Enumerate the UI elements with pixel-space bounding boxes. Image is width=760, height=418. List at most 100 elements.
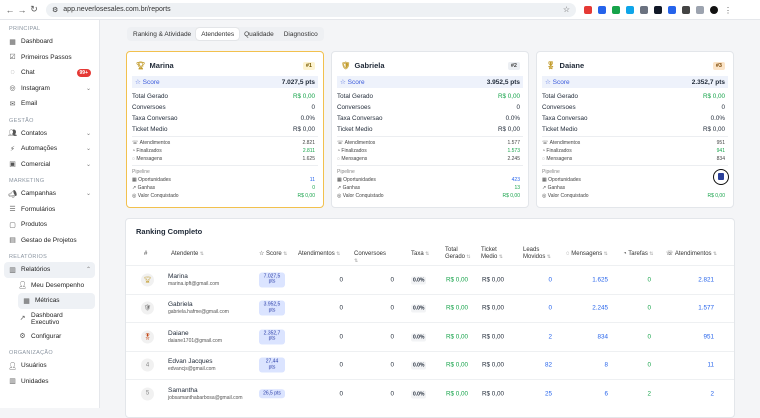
sort-icon[interactable]: ⇅ bbox=[647, 251, 654, 257]
sidebar-item-automacoes[interactable]: ⚡︎ Automações ⌄ bbox=[0, 141, 99, 157]
col-ticket-medio-header[interactable]: Ticket Medio ⇅ bbox=[481, 247, 511, 261]
sidebar-item-produtos[interactable]: ▢ Produtos bbox=[0, 217, 99, 233]
sidebar-item-primeiros-passos[interactable]: ☑ Primeiros Passos bbox=[0, 50, 99, 66]
cursor-indicator bbox=[713, 169, 729, 185]
extension-icon[interactable] bbox=[654, 5, 662, 14]
sidebar-subitem-metricas[interactable]: ▦ Métricas bbox=[18, 293, 95, 309]
col-taxa-header[interactable]: Taxa ⇅ bbox=[411, 251, 436, 258]
vc-label: Valor Conquistado bbox=[342, 193, 384, 199]
box-icon: ▢ bbox=[9, 221, 16, 229]
extension-icon[interactable] bbox=[668, 5, 676, 14]
col-score-header[interactable]: ☆ Score ⇅ bbox=[259, 251, 294, 258]
sidebar-item-gestao-projetos[interactable]: ▤ Gestao de Projetos bbox=[0, 233, 99, 249]
atendimentos-2-value: 2.821 bbox=[698, 276, 714, 283]
trophy-icon: 🏆︎ bbox=[141, 273, 154, 286]
table-row[interactable]: 4 Edvan Jacques edvancjs@gmail.com 27,44 … bbox=[126, 350, 734, 379]
col-leads-movidos-header[interactable]: Leads Movidos ⇅ bbox=[523, 247, 558, 261]
sort-icon[interactable]: ⇅ bbox=[198, 251, 204, 257]
column-icon: ☆ bbox=[259, 251, 267, 257]
sidebar-subitem-configurar[interactable]: ⚙ Configurar bbox=[0, 329, 99, 345]
message-icon: ◌ bbox=[132, 156, 137, 162]
sidebar-item-dashboard[interactable]: ▦ Dashboard bbox=[0, 34, 99, 50]
fin-label: Finalizados bbox=[136, 148, 162, 154]
tab-ranking-atividade[interactable]: Ranking & Atividade bbox=[133, 30, 192, 38]
leads-value: 2 bbox=[548, 333, 552, 340]
commercial-icon: ▣ bbox=[9, 161, 16, 169]
sidebar-item-usuarios[interactable]: 👤︎ Usuários bbox=[0, 358, 99, 374]
tab-atendentes[interactable]: Atendentes bbox=[196, 28, 240, 40]
bookmark-star-icon[interactable]: ☆ bbox=[562, 5, 570, 14]
sidebar-item-instagram[interactable]: ◎ Instagram ⌄ bbox=[0, 81, 99, 97]
sort-icon[interactable]: ⇅ bbox=[334, 251, 341, 257]
rank-badge: #2 bbox=[507, 61, 520, 70]
divider bbox=[542, 165, 728, 166]
total-value: R$ 0,00 bbox=[292, 93, 315, 100]
sort-icon[interactable]: ⇅ bbox=[545, 254, 551, 260]
table-row[interactable]: 5 Samantha jobsamanthabarbosa@gmail.com 2… bbox=[126, 379, 734, 407]
extension-icon[interactable] bbox=[640, 5, 648, 14]
taxa-value: 0.0% bbox=[411, 333, 427, 341]
sidebar-item-label: Formulários bbox=[21, 205, 56, 213]
sidebar-item-campanhas[interactable]: 📣︎ Campanhas ⌄ bbox=[0, 186, 99, 202]
col-atendimentos-header[interactable]: Atendimentos ⇅ bbox=[298, 251, 348, 258]
table-row[interactable]: 🏆︎ Marina marina.ipft@gmail.com 7.027,5 p… bbox=[126, 265, 734, 293]
headset-icon: ☏ bbox=[542, 140, 550, 146]
sidebar-item-relatorios[interactable]: ▥ Relatórios ⌃ bbox=[4, 262, 95, 278]
reload-icon[interactable]: ↻ bbox=[30, 4, 38, 14]
table-row[interactable]: 🎖︎ Daiane daiane1701@gmail.com 2.352,7 pt… bbox=[126, 322, 734, 350]
project-icon: ▤ bbox=[9, 237, 16, 245]
medal-icon: 🛡︎ bbox=[141, 301, 154, 315]
sidebar-item-chat[interactable]: ◌ Chat 99+ bbox=[0, 65, 99, 81]
sort-icon[interactable]: ⇅ bbox=[465, 254, 471, 260]
extension-icon[interactable] bbox=[584, 5, 592, 14]
sidebar-item-contatos[interactable]: 👥︎ Contatos ⌄ bbox=[0, 126, 99, 142]
sidebar-item-formularios[interactable]: ☰ Formulários bbox=[0, 202, 99, 218]
menu-dots-icon[interactable]: ⋮ bbox=[724, 5, 732, 15]
profile-avatar[interactable] bbox=[710, 5, 718, 14]
sidebar-item-label: Métricas bbox=[35, 297, 60, 305]
score-pill: 3.952,5 pts bbox=[259, 300, 285, 316]
leads-value: 82 bbox=[544, 361, 552, 369]
table-row[interactable]: 🛡︎ Gabriela gabriela.hafme@gmail.com 3.95… bbox=[126, 293, 734, 322]
col-rank-header[interactable]: # bbox=[144, 251, 154, 258]
sidebar-item-label: Chat bbox=[21, 69, 35, 77]
col-total-gerado-header[interactable]: Total Gerado ⇅ bbox=[445, 247, 475, 261]
col-mensagens-header[interactable]: ◌ Mensagens ⇅ bbox=[566, 251, 618, 258]
sort-icon[interactable]: ⇅ bbox=[602, 251, 608, 257]
sort-icon[interactable]: ⇅ bbox=[354, 258, 359, 264]
sort-icon[interactable]: ⇅ bbox=[711, 251, 718, 257]
sort-icon[interactable]: ⇅ bbox=[423, 251, 430, 257]
sidebar-subitem-meu-desempenho[interactable]: 👤︎ Meu Desempenho bbox=[0, 278, 99, 294]
tab-diagnostico[interactable]: Diagnostico bbox=[283, 30, 318, 38]
forward-icon[interactable]: → bbox=[17, 4, 27, 15]
col-conversoes-header[interactable]: Conversoes ⇅ bbox=[354, 251, 389, 265]
header-label: Total Gerado bbox=[445, 247, 466, 260]
site-info-icon[interactable]: ⚙ bbox=[52, 6, 59, 14]
vc-label: Valor Conquistado bbox=[137, 193, 179, 199]
op-value: 11 bbox=[309, 177, 315, 183]
extension-icon[interactable] bbox=[612, 5, 620, 14]
puzzle-icon[interactable] bbox=[682, 5, 690, 14]
extension-icon[interactable] bbox=[598, 5, 606, 14]
pipeline-label: Pipeline bbox=[132, 169, 150, 175]
sidebar-item-email[interactable]: ✉ Email bbox=[0, 96, 99, 112]
sidepanel-icon[interactable] bbox=[696, 5, 704, 14]
sidebar-item-label: Contatos bbox=[21, 129, 48, 137]
sort-icon[interactable]: ⇅ bbox=[281, 251, 288, 257]
tab-qualidade[interactable]: Qualidade bbox=[244, 30, 274, 38]
col-tarefas-header[interactable]: ◔ Tarefas ⇅ bbox=[623, 251, 658, 258]
sort-icon[interactable]: ⇅ bbox=[497, 254, 503, 260]
divider bbox=[337, 136, 523, 137]
address-bar[interactable]: ⚙ app.neverlosesales.com.br/reports ☆ bbox=[46, 2, 576, 17]
atendimentos-value: 0 bbox=[339, 276, 343, 283]
col-atendente-header[interactable]: Atendente ⇅ bbox=[171, 251, 241, 258]
sidebar-subitem-dashboard-executivo[interactable]: ↗ Dashboard Executivo bbox=[0, 309, 99, 329]
attendant-card: 🛡︎ Gabriela #2 ☆ Score 3.952,5 pts Total Ge… bbox=[331, 51, 529, 208]
sidebar-item-unidades[interactable]: ▥ Unidades bbox=[0, 374, 99, 390]
back-icon[interactable]: ← bbox=[5, 4, 15, 15]
total-value: R$ 0,00 bbox=[446, 304, 469, 312]
extension-icon[interactable] bbox=[626, 5, 634, 14]
header-label: Score bbox=[266, 251, 282, 257]
sidebar-item-comercial[interactable]: ▣ Comercial ⌄ bbox=[0, 157, 99, 173]
col-atendimentos-2-header[interactable]: ☏ Atendimentos ⇅ bbox=[666, 251, 736, 258]
